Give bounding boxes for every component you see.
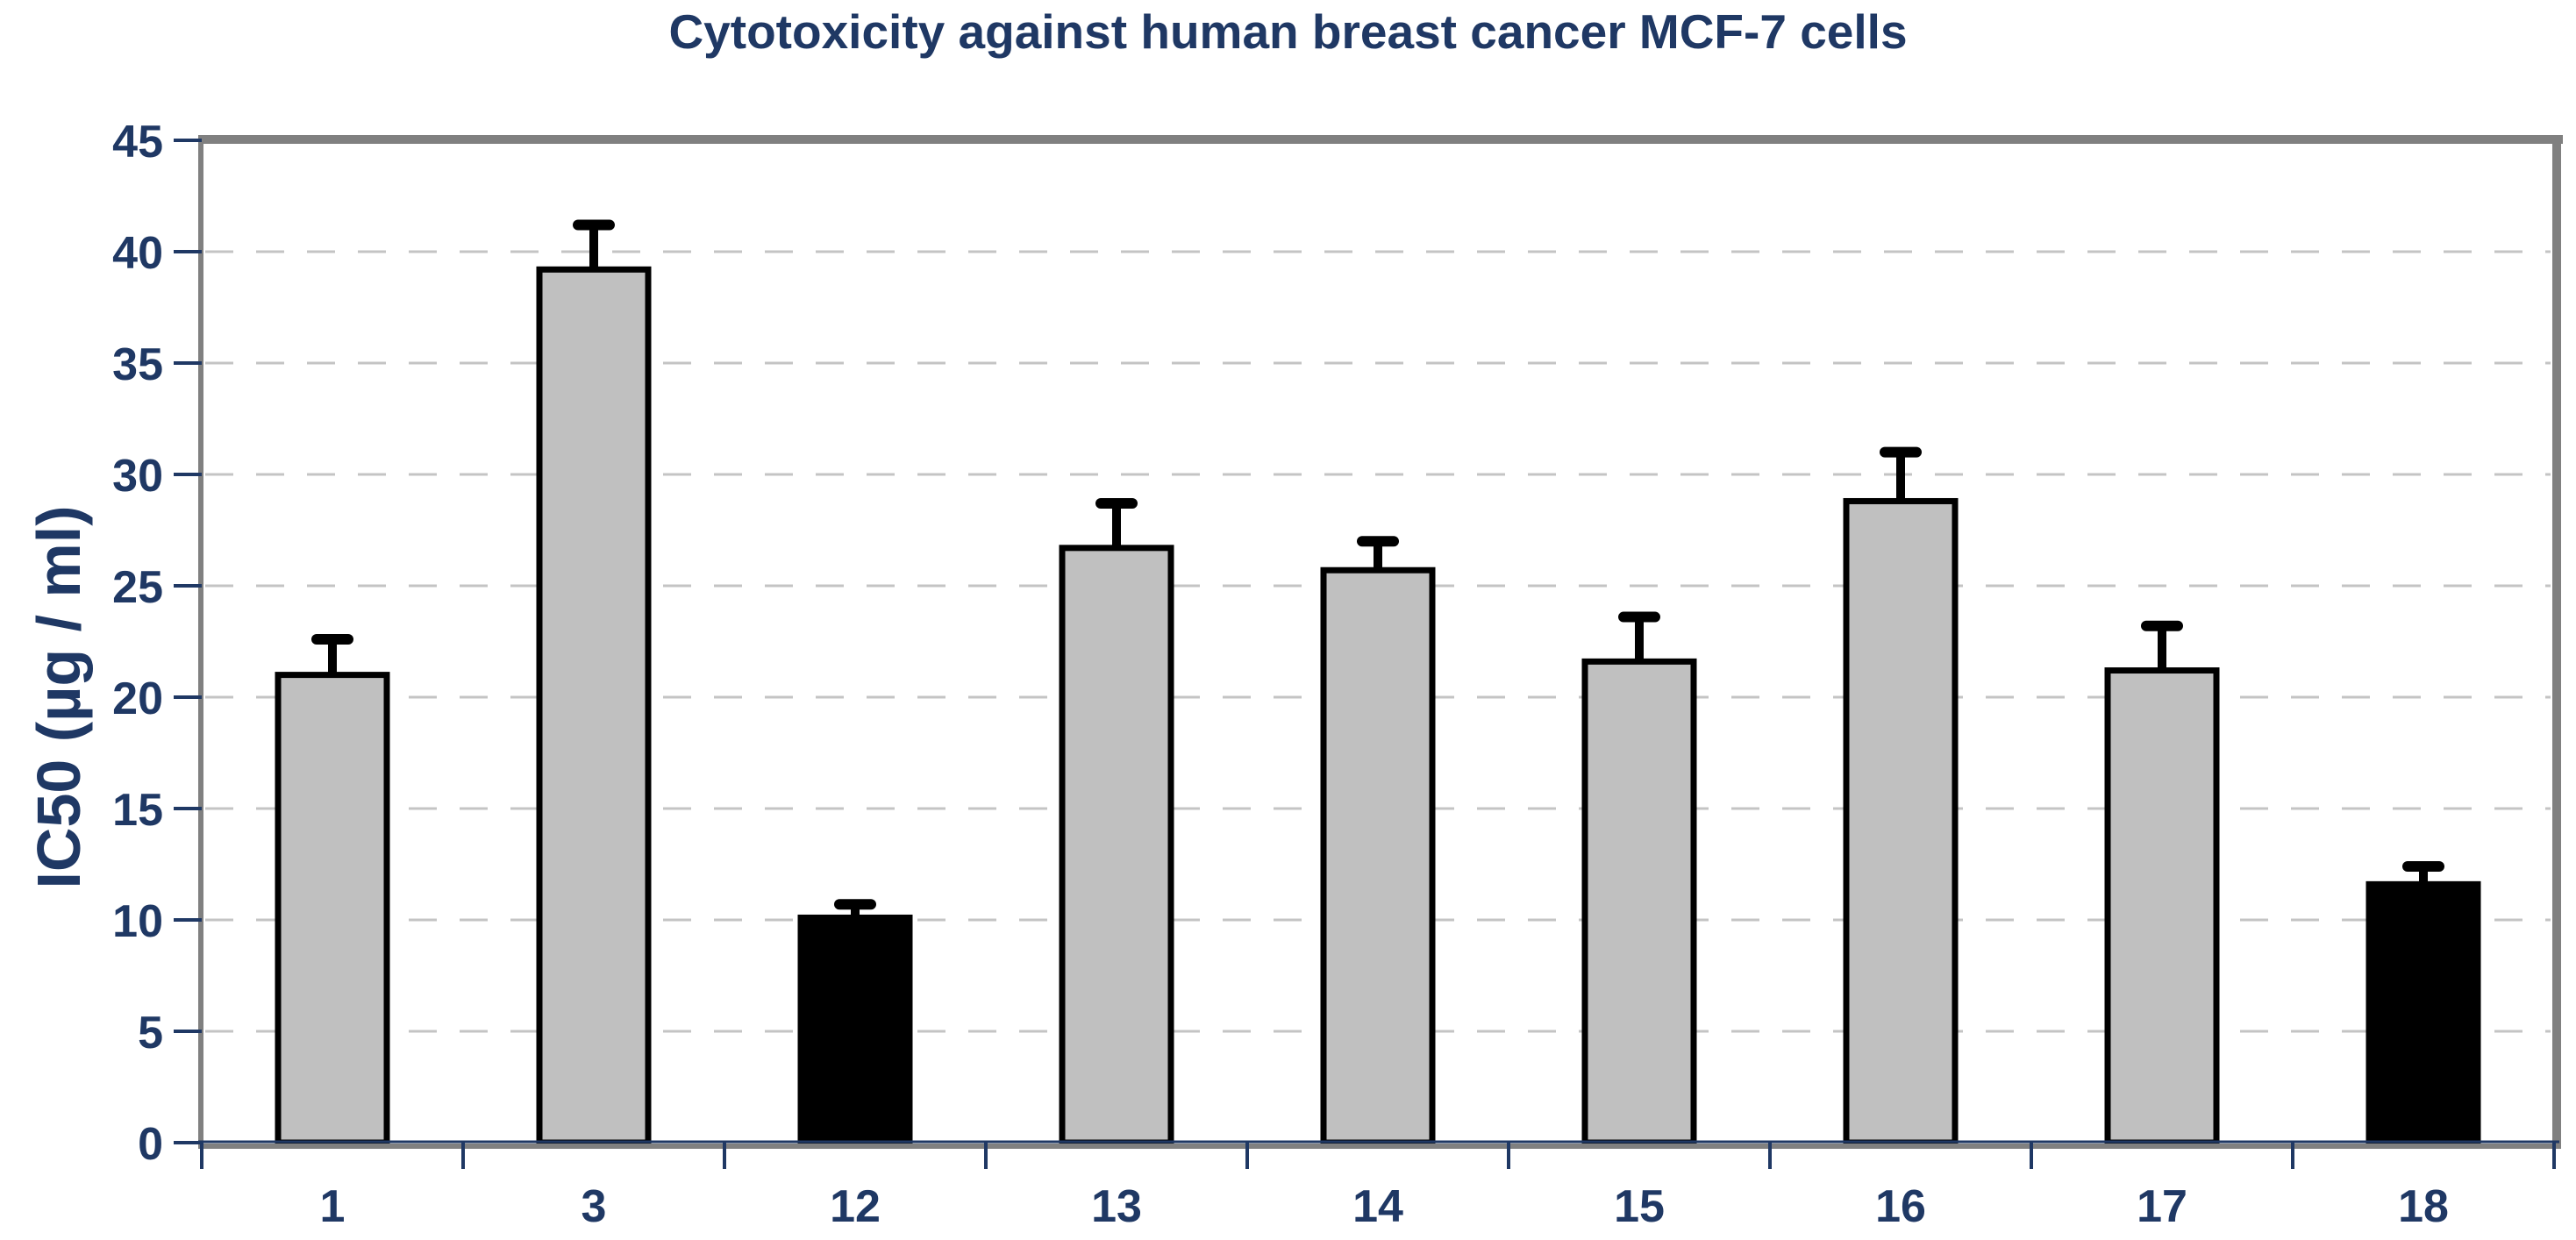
bar-13 <box>1059 545 1174 1146</box>
y-tick-label-30: 30 <box>112 451 163 502</box>
bar-18 <box>2365 880 2481 1146</box>
y-axis-line <box>198 140 203 1143</box>
x-tick-label-13: 13 <box>1091 1181 1142 1232</box>
bar-1 <box>275 672 390 1146</box>
bar-3 <box>536 266 652 1146</box>
y-tick-label-40: 40 <box>112 228 163 279</box>
bar-17 <box>2104 667 2220 1146</box>
x-tick-label-18: 18 <box>2398 1181 2449 1232</box>
y-tick-label-45: 45 <box>112 117 163 167</box>
x-tick-label-17: 17 <box>2137 1181 2187 1232</box>
chart-title: Cytotoxicity against human breast cancer… <box>668 4 1908 59</box>
bar-16 <box>1843 497 1959 1146</box>
y-tick-label-15: 15 <box>112 785 163 836</box>
x-axis-line <box>198 1144 2561 1149</box>
y-tick-label-25: 25 <box>112 562 163 613</box>
y-tick-label-35: 35 <box>112 339 163 390</box>
bar-15 <box>1581 658 1697 1146</box>
x-tick-label-1: 1 <box>320 1181 346 1232</box>
x-tick-label-14: 14 <box>1352 1181 1403 1232</box>
y-tick-label-20: 20 <box>112 673 163 724</box>
x-tick-label-15: 15 <box>1614 1181 1665 1232</box>
y-tick-label-0: 0 <box>138 1119 163 1170</box>
plot-border-top <box>198 135 2563 144</box>
x-tick-label-16: 16 <box>1875 1181 1926 1232</box>
y-tick-label-5: 5 <box>138 1008 163 1058</box>
x-tick-label-12: 12 <box>830 1181 881 1232</box>
y-tick-label-10: 10 <box>112 896 163 947</box>
plot-border-right <box>2552 135 2561 1148</box>
x-tick-label-3: 3 <box>582 1181 607 1232</box>
bar-12 <box>797 914 913 1146</box>
bar-14 <box>1320 567 1436 1146</box>
